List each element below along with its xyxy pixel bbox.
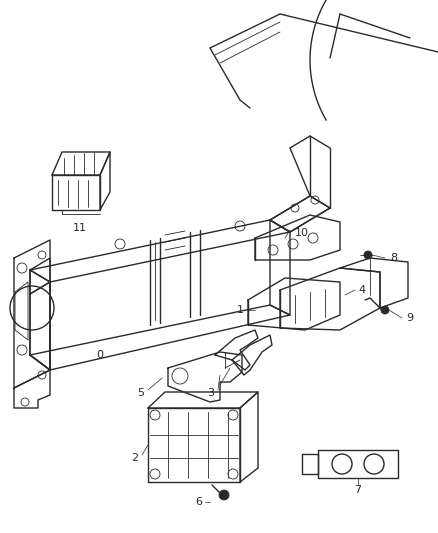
Text: 1: 1 — [237, 305, 244, 315]
Circle shape — [364, 251, 372, 259]
Text: 0: 0 — [96, 350, 103, 360]
Text: 9: 9 — [406, 313, 413, 323]
Text: 5: 5 — [137, 388, 144, 398]
Text: 6: 6 — [195, 497, 202, 507]
Text: 3: 3 — [207, 388, 214, 398]
Text: 8: 8 — [390, 253, 397, 263]
Text: 11: 11 — [73, 223, 87, 233]
Circle shape — [219, 490, 229, 500]
Text: 7: 7 — [354, 485, 361, 495]
Circle shape — [381, 306, 389, 314]
Text: 4: 4 — [358, 285, 365, 295]
Text: 2: 2 — [131, 453, 138, 463]
Text: 10: 10 — [295, 228, 309, 238]
